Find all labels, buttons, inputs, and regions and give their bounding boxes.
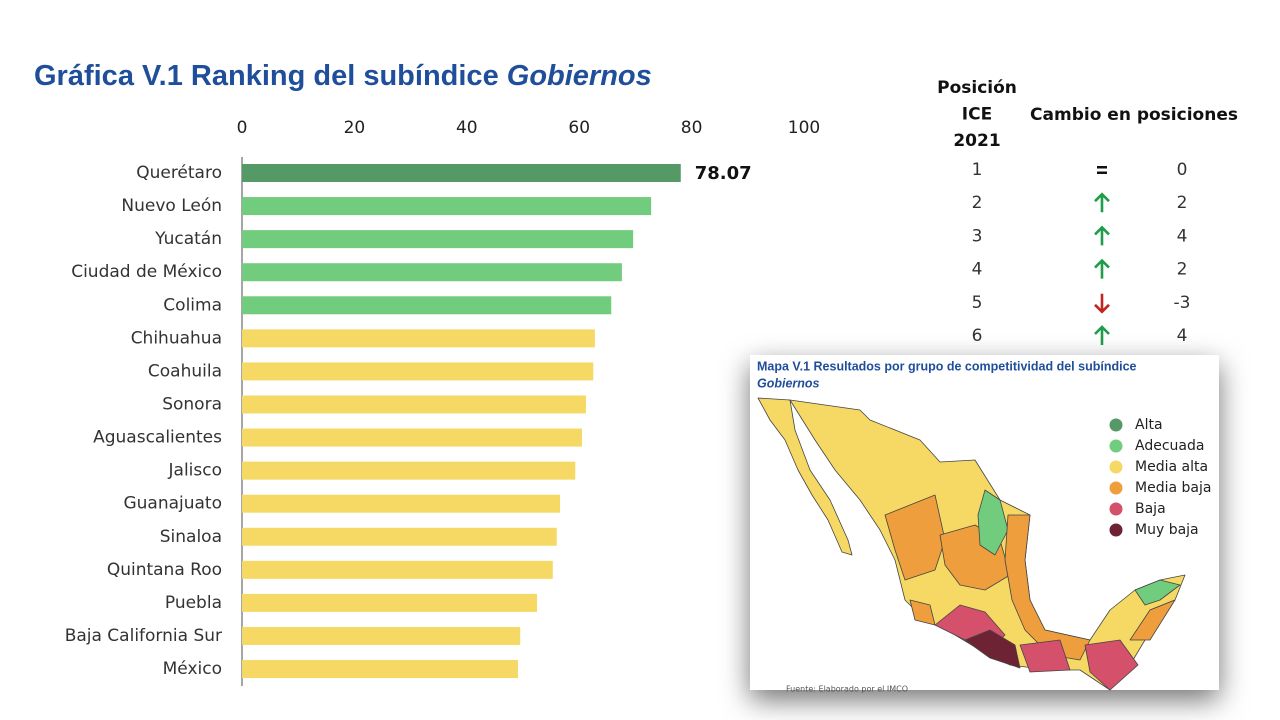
- table-cell: 1: [972, 160, 983, 180]
- region: [757, 397, 853, 556]
- y-tick-label: Coahuila: [148, 361, 222, 381]
- region: [1084, 639, 1139, 691]
- bar: [242, 428, 583, 447]
- map-title-emphasis: Gobiernos: [757, 376, 820, 390]
- y-tick-label: Sinaloa: [160, 527, 222, 547]
- bar: [242, 560, 553, 579]
- y-tick-label: Yucatán: [154, 229, 222, 249]
- title-emphasis: Gobiernos: [507, 60, 652, 92]
- header-line: Posición: [937, 78, 1017, 98]
- legend-label: Media baja: [1135, 480, 1211, 496]
- bar: [242, 362, 594, 381]
- table-cell: 4: [1177, 226, 1188, 246]
- arrow-up: [1094, 325, 1110, 345]
- x-tick-label: 0: [237, 118, 248, 138]
- map-shape: [757, 397, 1186, 691]
- x-tick-label: 60: [568, 118, 590, 138]
- y-tick-label: Quintana Roo: [107, 560, 222, 580]
- table-header: Posición ICE 2021: [937, 78, 1017, 151]
- map-inset: Mapa V.1 Resultados por grupo de competi…: [750, 355, 1219, 694]
- table-cell: 0: [1177, 160, 1188, 180]
- legend-swatch: [1109, 481, 1123, 495]
- region: [964, 629, 1021, 669]
- legend-swatch: [1109, 460, 1123, 474]
- legend-label: Alta: [1135, 417, 1163, 433]
- bar: [242, 527, 557, 546]
- arrow-down: [1094, 293, 1110, 314]
- equal-icon: [1097, 171, 1107, 174]
- bar: [242, 329, 595, 348]
- y-tick-label: Nuevo León: [121, 196, 222, 216]
- y-tick-label: Aguascalientes: [93, 428, 222, 448]
- y-tick-label: México: [163, 659, 222, 679]
- y-tick-label: Puebla: [165, 593, 222, 613]
- legend-swatch: [1109, 439, 1123, 453]
- x-tick-label: 80: [681, 118, 703, 138]
- bar: [242, 461, 576, 480]
- y-tick-label: Jalisco: [168, 461, 222, 481]
- table-cell: 2: [1177, 260, 1188, 280]
- arrow-up: [1094, 225, 1110, 246]
- y-tick-label: Baja California Sur: [65, 626, 222, 646]
- header-line: ICE: [962, 105, 992, 125]
- chart-title: Gráfica V.1 Ranking del subíndice Gobier…: [34, 60, 652, 92]
- equal-icon: [1097, 166, 1107, 169]
- region: [1019, 639, 1071, 673]
- table-cell: 4: [1177, 326, 1188, 346]
- x-tick-label: 20: [344, 118, 366, 138]
- legend-swatch: [1109, 418, 1123, 432]
- x-tick-label: 100: [788, 118, 820, 138]
- region: [1129, 599, 1176, 641]
- y-tick-label: Ciudad de México: [71, 262, 222, 282]
- table-cell: 5: [972, 293, 983, 313]
- bar: [242, 230, 634, 249]
- x-tick-label: 40: [456, 118, 478, 138]
- y-tick-label: Querétaro: [136, 163, 222, 183]
- arrow-up: [1094, 192, 1110, 213]
- bar: [242, 494, 561, 513]
- bar: [242, 263, 622, 282]
- legend-swatch: [1109, 502, 1123, 516]
- bar: [242, 660, 518, 679]
- region: [977, 489, 1009, 556]
- data-label: 78.07: [695, 163, 752, 184]
- arrow-up: [1094, 258, 1110, 279]
- bar: [242, 626, 521, 645]
- legend-label: Muy baja: [1135, 522, 1199, 538]
- table-header: Cambio en posiciones: [1030, 105, 1238, 125]
- legend-swatch: [1109, 523, 1123, 537]
- region: [884, 494, 946, 581]
- bar: [242, 395, 586, 414]
- y-tick-label: Guanajuato: [123, 494, 222, 514]
- table-cell: 4: [972, 260, 983, 280]
- table-cell: 6: [972, 326, 983, 346]
- y-tick-label: Chihuahua: [131, 328, 222, 348]
- bar: [242, 197, 652, 216]
- bar: [242, 164, 681, 182]
- region: [1004, 514, 1091, 661]
- table-cell: -3: [1174, 293, 1191, 313]
- bar: [242, 593, 538, 612]
- header-line: 2021: [953, 131, 1000, 151]
- legend-label: Adecuada: [1135, 438, 1204, 454]
- bar: [242, 296, 612, 315]
- table-cell: 3: [972, 226, 983, 246]
- y-tick-label: Colima: [163, 295, 222, 315]
- map-source: Fuente: Elaborado por el IMCO: [786, 685, 908, 694]
- legend-label: Media alta: [1135, 459, 1208, 475]
- region: [1134, 579, 1181, 606]
- map-title: Mapa V.1 Resultados por grupo de competi…: [757, 359, 1137, 373]
- title-main: Gráfica V.1 Ranking del subíndice: [34, 60, 499, 92]
- y-tick-label: Sonora: [162, 394, 222, 414]
- legend-label: Baja: [1135, 501, 1166, 517]
- table-cell: 2: [972, 193, 983, 213]
- table-cell: 2: [1177, 193, 1188, 213]
